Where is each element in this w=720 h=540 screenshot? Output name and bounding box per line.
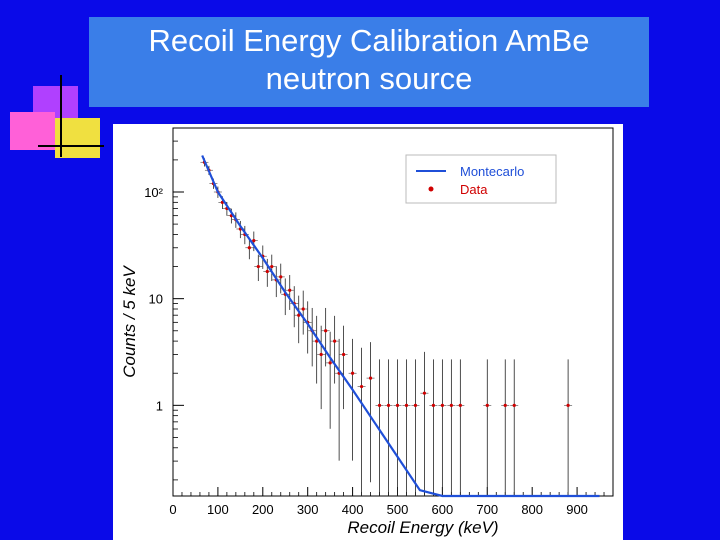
legend-data-marker <box>428 186 434 192</box>
data-point <box>413 403 418 407</box>
data-point <box>395 403 400 407</box>
data-point <box>422 391 427 395</box>
legend-box <box>405 154 557 204</box>
slide-title-line2: neutron source <box>265 61 473 96</box>
legend-montecarlo-label: Montecarlo <box>460 164 524 179</box>
montecarlo-line <box>201 155 600 498</box>
data-point <box>566 403 570 407</box>
data-point <box>256 264 260 269</box>
recoil-energy-chart: 0 100 200 300 400 500 600 700 800 900 1 10 10² Recoil… <box>120 127 614 537</box>
data-point <box>359 384 364 389</box>
data-point <box>328 361 332 365</box>
data-point <box>297 313 301 317</box>
data-point <box>342 352 346 357</box>
y-axis-label: Counts / 5 keV <box>120 265 139 378</box>
plot-area-border <box>172 127 614 497</box>
data-point <box>350 371 355 375</box>
data-point <box>431 403 436 407</box>
slide-title-line1: Recoil Energy Calibration AmBe <box>148 23 590 58</box>
data-point <box>288 288 292 292</box>
y-tick-label-10: 10 <box>149 292 163 307</box>
x-tick-label-700: 700 <box>476 502 498 517</box>
y-tick-label-100: 10² <box>144 185 163 200</box>
data-point <box>449 403 453 407</box>
data-point <box>279 275 283 279</box>
data-point <box>301 307 305 311</box>
x-tick-label-100: 100 <box>207 502 229 517</box>
plot-frame: 0 100 200 300 400 500 600 700 800 900 1 10 10² Recoil… <box>113 124 623 540</box>
y-tick-label-1: 1 <box>156 398 163 413</box>
data-point <box>265 269 269 274</box>
data-point <box>333 339 337 343</box>
data-point <box>512 403 516 407</box>
data-point <box>319 352 323 357</box>
x-tick-label-400: 400 <box>342 502 364 517</box>
x-tick-label-900: 900 <box>566 502 588 517</box>
x-tick-label-800: 800 <box>521 502 543 517</box>
data-point <box>458 403 462 407</box>
logo-line-horizontal <box>38 145 104 147</box>
x-tick-label-300: 300 <box>297 502 319 517</box>
x-tick-label-200: 200 <box>252 502 274 517</box>
data-point <box>440 403 444 407</box>
data-point <box>386 403 391 407</box>
data-point <box>404 403 409 407</box>
data-point <box>270 264 274 269</box>
x-tick-label-500: 500 <box>387 502 409 517</box>
slide-title-box: Recoil Energy Calibration AmBe neutron s… <box>89 17 649 107</box>
data-point <box>377 403 382 407</box>
logo-line-vertical <box>60 75 62 157</box>
logo-square-yellow <box>55 118 100 158</box>
data-point <box>368 376 373 380</box>
x-tick-label-0: 0 <box>169 502 176 517</box>
x-tick-label-600: 600 <box>432 502 454 517</box>
data-point <box>485 403 489 407</box>
data-point <box>247 246 251 250</box>
x-axis-label: Recoil Energy (keV) <box>347 518 498 537</box>
data-point <box>252 239 256 243</box>
legend-data-label: Data <box>460 182 488 197</box>
logo-square-pink <box>10 112 55 150</box>
data-point <box>503 403 507 407</box>
data-point <box>324 329 328 333</box>
